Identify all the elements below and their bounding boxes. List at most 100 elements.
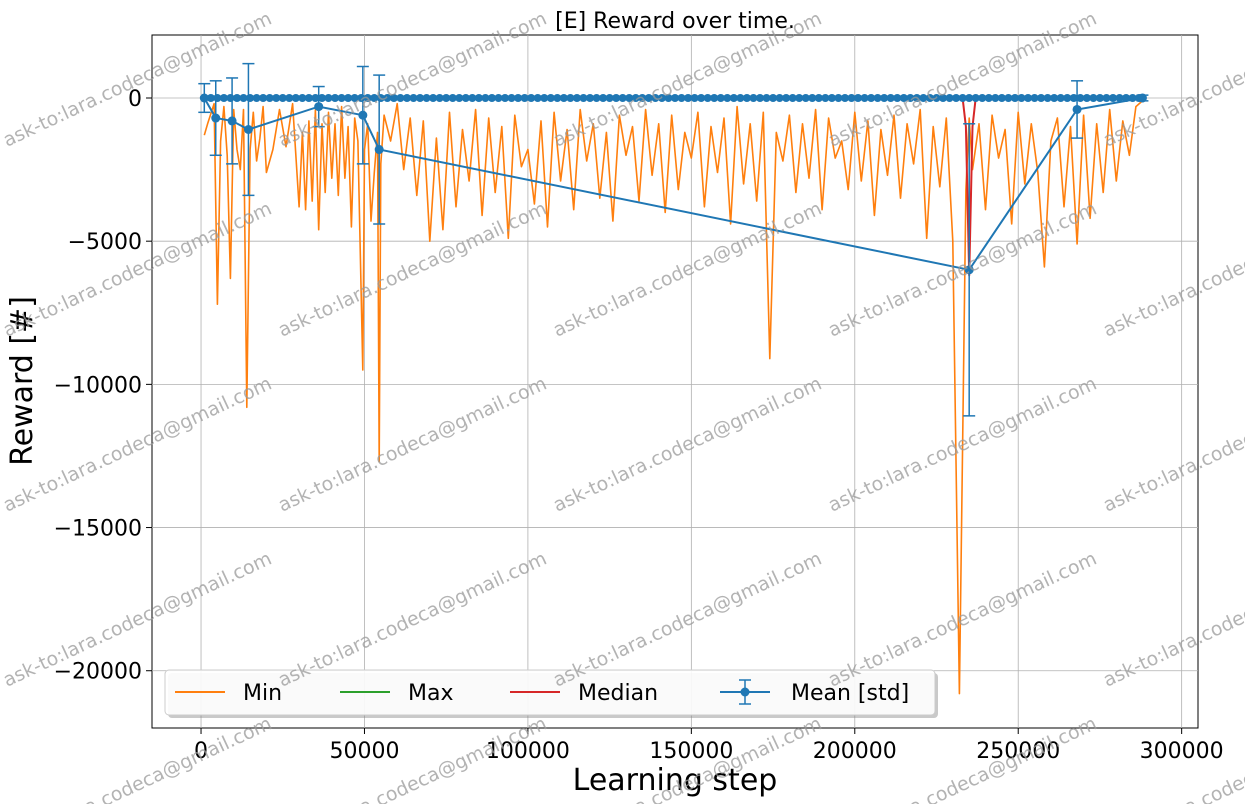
mean-point — [919, 94, 928, 102]
x-tick-label: 150000 — [649, 739, 733, 764]
mean-point — [586, 94, 595, 102]
mean-point — [291, 94, 300, 102]
mean-point — [357, 94, 366, 102]
mean-point — [376, 94, 385, 102]
mean-point — [638, 94, 647, 102]
mean-point — [873, 94, 882, 102]
mean-point — [285, 94, 294, 102]
mean-point — [716, 94, 725, 102]
mean-point — [572, 94, 581, 102]
mean-point — [684, 94, 693, 102]
mean-point — [965, 94, 974, 102]
mean-point — [605, 94, 614, 102]
mean-point — [389, 94, 398, 102]
mean-point — [1082, 94, 1091, 102]
mean-point — [592, 94, 601, 102]
mean-series-line — [203, 97, 1143, 271]
mean-point — [546, 94, 555, 102]
mean-point — [703, 94, 712, 102]
mean-point — [1063, 94, 1072, 102]
x-tick-label: 300000 — [1140, 739, 1224, 764]
mean-point — [527, 94, 536, 102]
mean-point — [540, 94, 549, 102]
mean-point — [651, 94, 660, 102]
mean-point — [199, 93, 209, 103]
mean-point — [227, 116, 237, 126]
mean-point — [298, 94, 307, 102]
mean-point — [358, 110, 368, 120]
mean-point — [1037, 94, 1046, 102]
mean-point — [880, 94, 889, 102]
mean-point — [886, 94, 895, 102]
mean-point — [455, 94, 464, 102]
mean-point — [808, 94, 817, 102]
mean-point — [474, 94, 483, 102]
x-tick-label: 0 — [194, 739, 208, 764]
mean-point — [1030, 94, 1039, 102]
mean-point — [1137, 93, 1147, 103]
mean-point — [631, 94, 640, 102]
x-axis-label: Learning step — [573, 763, 778, 798]
mean-point — [501, 94, 510, 102]
mean-point — [1004, 94, 1013, 102]
mean-point — [211, 113, 221, 123]
mean-point — [958, 94, 967, 102]
mean-point — [997, 94, 1006, 102]
mean-point — [755, 94, 764, 102]
mean-point — [657, 94, 666, 102]
mean-point — [925, 94, 934, 102]
y-tick-label: −20000 — [54, 660, 142, 685]
mean-point — [243, 125, 253, 134]
mean-point — [782, 94, 791, 102]
mean-point — [1109, 94, 1118, 102]
mean-point — [350, 94, 359, 102]
mean-point — [487, 94, 496, 102]
series-layer — [198, 62, 1149, 695]
mean-point — [429, 94, 438, 102]
x-tick-label: 200000 — [813, 739, 897, 764]
mean-point — [723, 94, 732, 102]
mean-point — [788, 94, 797, 102]
mean-point — [978, 94, 987, 102]
mean-point — [860, 94, 869, 102]
mean-point — [317, 94, 326, 102]
legend: Min Max Median Mean [std] — [164, 669, 938, 718]
mean-point — [814, 94, 823, 102]
mean-point — [671, 94, 679, 102]
mean-point — [337, 94, 346, 102]
y-tick-label: −5000 — [68, 230, 142, 255]
mean-point — [435, 94, 444, 102]
mean-point — [827, 94, 836, 102]
mean-point — [847, 94, 856, 102]
mean-point — [331, 94, 340, 102]
mean-point — [821, 94, 830, 102]
mean-point — [795, 94, 804, 102]
mean-point — [520, 94, 529, 102]
mean-point — [971, 94, 980, 102]
mean-point — [964, 265, 974, 275]
mean-point — [801, 94, 810, 102]
plot-area — [151, 34, 1199, 729]
legend-mean-label: Mean [std] — [791, 681, 909, 706]
mean-point — [932, 94, 941, 102]
mean-point — [742, 94, 751, 102]
mean-point — [265, 94, 274, 102]
mean-point — [396, 94, 405, 102]
mean-point — [494, 94, 503, 102]
y-tick-label: 0 — [128, 87, 142, 112]
mean-point — [867, 94, 876, 102]
mean-point — [1102, 94, 1111, 102]
mean-point — [422, 94, 431, 102]
mean-point — [344, 94, 353, 102]
mean-point — [1043, 94, 1052, 102]
mean-point — [618, 94, 627, 102]
mean-point — [272, 94, 281, 102]
mean-point — [363, 94, 372, 102]
mean-point — [945, 94, 954, 102]
mean-point — [311, 94, 320, 102]
mean-point — [991, 94, 1000, 102]
mean-point — [259, 94, 268, 102]
y-tick-label: −10000 — [54, 373, 142, 398]
mean-point — [232, 94, 241, 102]
mean-point — [579, 94, 588, 102]
